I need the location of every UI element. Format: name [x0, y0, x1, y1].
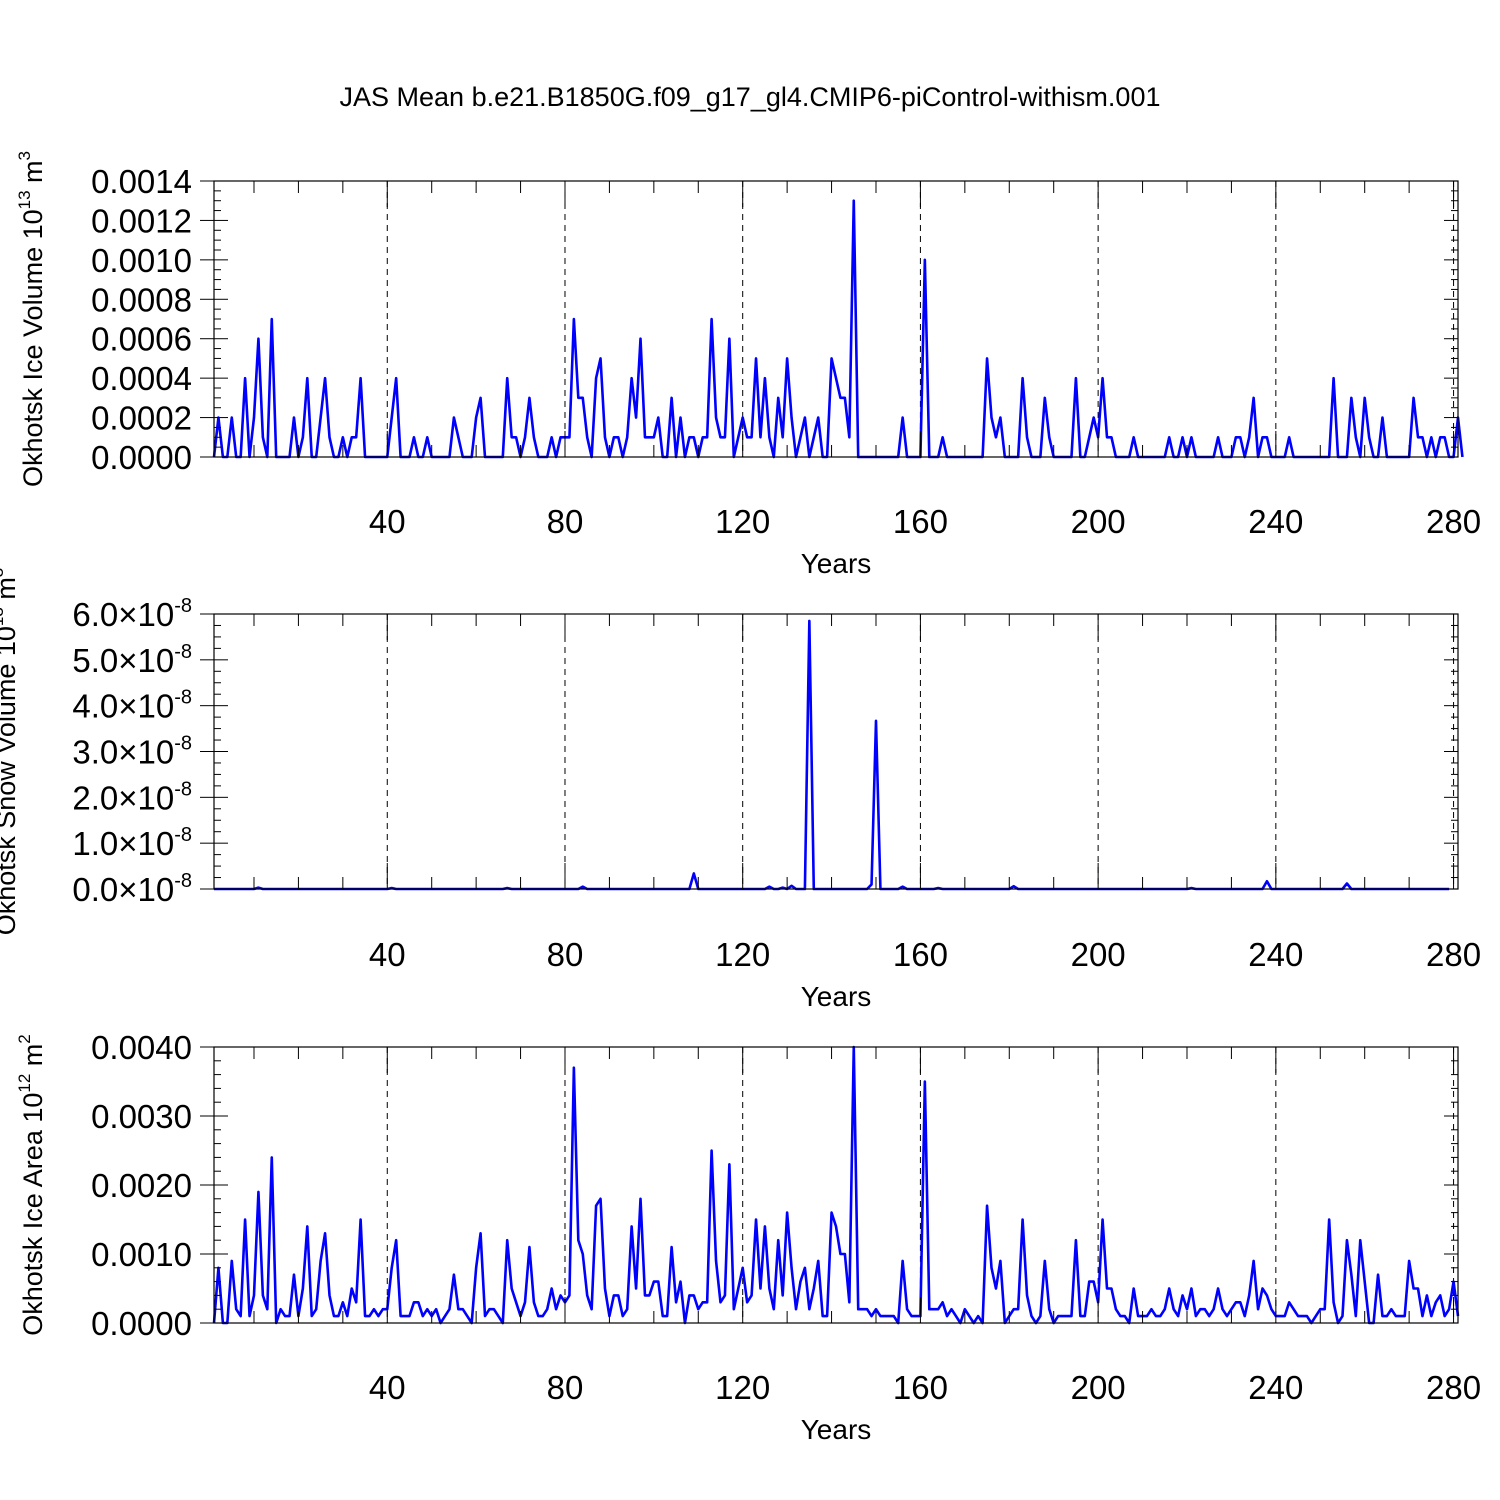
- figure-title: JAS Mean b.e21.B1850G.f09_g17_gl4.CMIP6-…: [340, 82, 1161, 112]
- x-tick-label: 80: [547, 503, 584, 540]
- x-tick-label: 120: [715, 503, 770, 540]
- y-tick-label: 1.0×10-8: [72, 824, 192, 862]
- x-tick-label: 120: [715, 936, 770, 973]
- x-tick-label: 80: [547, 1369, 584, 1406]
- y-tick-label: 0.0012: [91, 202, 192, 239]
- series-line: [214, 619, 1450, 891]
- x-tick-label: 160: [893, 1369, 948, 1406]
- x-tick-label: 160: [893, 503, 948, 540]
- y-tick-label: 0.0020: [91, 1167, 192, 1204]
- y-tick-label: 5.0×10-8: [72, 641, 192, 679]
- y-tick-label: 2.0×10-8: [72, 778, 192, 816]
- panel-ice-volume: 40 80 120 160 200 240 280Years0.00000.00020.00…: [15, 151, 1481, 579]
- x-tick-label: 40: [369, 1369, 406, 1406]
- y-tick-label: 0.0040: [91, 1029, 192, 1066]
- x-tick-label: 240: [1248, 1369, 1303, 1406]
- y-tick-label: 0.0004: [91, 360, 192, 397]
- x-axis-label: Years: [801, 1414, 872, 1445]
- y-tick-label: 0.0000: [91, 439, 192, 476]
- x-tick-label: 120: [715, 1369, 770, 1406]
- x-axis-label: Years: [801, 548, 872, 579]
- y-tick-label: 0.0014: [91, 163, 192, 200]
- x-tick-label: 200: [1071, 503, 1126, 540]
- y-tick-label: 4.0×10-8: [72, 687, 192, 725]
- y-tick-label: 0.0030: [91, 1098, 192, 1135]
- y-tick-label: 0.0008: [91, 281, 192, 318]
- x-tick-label: 200: [1071, 1369, 1126, 1406]
- x-tick-label: 280: [1426, 1369, 1481, 1406]
- plot-frame: [213, 613, 1459, 890]
- plot-frame: [213, 1046, 1459, 1324]
- panel-snow-volume: 40 80 120 160 200 240 280 Years 0.0×10-8 1.0×10-8…: [0, 568, 1481, 1012]
- y-tick-label: 6.0×10-8: [72, 595, 192, 633]
- x-tick-label: 200: [1071, 936, 1126, 973]
- x-tick-label: 240: [1248, 503, 1303, 540]
- y-tick-label: 0.0000: [91, 1305, 192, 1342]
- x-tick-label: 40: [369, 503, 406, 540]
- x-tick-label: 280: [1426, 936, 1481, 973]
- y-tick-label: 3.0×10-8: [72, 733, 192, 771]
- y-tick-label: 0.0006: [91, 321, 192, 358]
- series-line: [212, 1045, 1460, 1325]
- y-axis-label: Okhotsk Ice Area 1012 m2: [15, 1034, 48, 1336]
- plot-frame: [213, 180, 1459, 458]
- x-tick-label: 160: [893, 936, 948, 973]
- x-axis-label: Years: [801, 981, 872, 1012]
- y-tick-label: 0.0002: [91, 400, 192, 437]
- x-tick-label: 80: [547, 936, 584, 973]
- series-line: [212, 199, 1464, 459]
- y-axis-label: Okhotsk Ice Volume 1013 m3: [15, 151, 48, 487]
- x-tick-label: 280: [1426, 503, 1481, 540]
- y-tick-label: 0.0010: [91, 242, 192, 279]
- x-tick-label: 240: [1248, 936, 1303, 973]
- x-tick-label: 40: [369, 936, 406, 973]
- y-tick-label: 0.0×10-8: [72, 870, 192, 908]
- panel-ice-area: 40 80 120 160 200 240 280 Years 0.0000 0.0010 0.00…: [15, 1029, 1481, 1445]
- y-axis-label: Okhotsk Snow Volume 1013 m3: [0, 568, 21, 936]
- y-tick-label: 0.0010: [91, 1236, 192, 1273]
